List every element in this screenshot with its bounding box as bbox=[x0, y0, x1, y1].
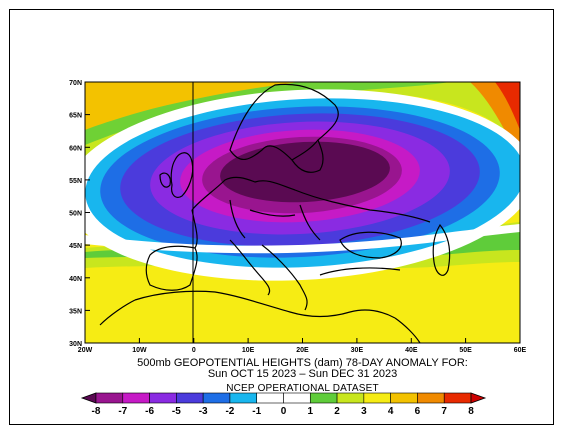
colorbar-label: 7 bbox=[441, 406, 447, 417]
lat-label: 65N bbox=[69, 113, 82, 120]
lat-label: 35N bbox=[69, 308, 82, 315]
colorbar-label: 2 bbox=[334, 406, 340, 417]
colorbar-label: -7 bbox=[118, 406, 127, 417]
figure-frame bbox=[9, 9, 554, 425]
map-title-line2: Sun OCT 15 2023 – Sun DEC 31 2023 bbox=[207, 368, 398, 380]
colorbar-label: -3 bbox=[199, 406, 208, 417]
colorbar-label: 8 bbox=[468, 406, 474, 417]
lon-label: 50E bbox=[459, 347, 472, 354]
longitude-labels: 20W 10W 0 10E 20E 30E 40E 50E 60E bbox=[78, 347, 527, 354]
lat-label: 45N bbox=[69, 243, 82, 250]
colorbar-label: -6 bbox=[145, 406, 154, 417]
lon-label: 10E bbox=[242, 347, 255, 354]
colorbar-label: -2 bbox=[225, 406, 234, 417]
colorbar-label: 3 bbox=[361, 406, 367, 417]
lat-label: 50N bbox=[69, 211, 82, 218]
lon-label: 10W bbox=[132, 347, 147, 354]
lon-label: 40E bbox=[405, 347, 418, 354]
lon-label: 20E bbox=[296, 347, 309, 354]
lat-label: 40N bbox=[69, 276, 82, 283]
axis-ticks bbox=[85, 81, 467, 343]
lat-label: 55N bbox=[69, 178, 82, 185]
dataset-label: NCEP OPERATIONAL DATASET bbox=[226, 383, 379, 394]
colorbar-label: -8 bbox=[92, 406, 101, 417]
colorbar-label: 1 bbox=[308, 406, 314, 417]
coastlines bbox=[99, 83, 451, 343]
latitude-labels: 70N 65N 60N 55N 50N 45N 40N 35N 30N bbox=[69, 80, 82, 348]
map-title-line1: 500mb GEOPOTENTIAL HEIGHTS (dam) 78-DAY … bbox=[137, 357, 468, 369]
colorbar-label: 0 bbox=[281, 406, 287, 417]
colorbar-arrow-right bbox=[470, 392, 487, 404]
colorbar-label: 4 bbox=[388, 406, 394, 417]
colorbar: -8 -7 -6 -5 -3 -2 -1 0 1 2 3 4 6 7 8 bbox=[80, 392, 487, 417]
lat-label: 30N bbox=[69, 341, 82, 348]
lon-label: 60E bbox=[514, 347, 527, 354]
anomaly-field bbox=[85, 82, 520, 343]
colorbar-label: -1 bbox=[252, 406, 261, 417]
lon-label: 30E bbox=[351, 347, 364, 354]
lat-label: 60N bbox=[69, 145, 82, 152]
lon-label: 20W bbox=[78, 347, 93, 354]
colorbar-label: -5 bbox=[172, 406, 181, 417]
lat-label: 70N bbox=[69, 80, 82, 87]
lon-label: 0 bbox=[192, 347, 196, 354]
colorbar-label: 6 bbox=[415, 406, 421, 417]
